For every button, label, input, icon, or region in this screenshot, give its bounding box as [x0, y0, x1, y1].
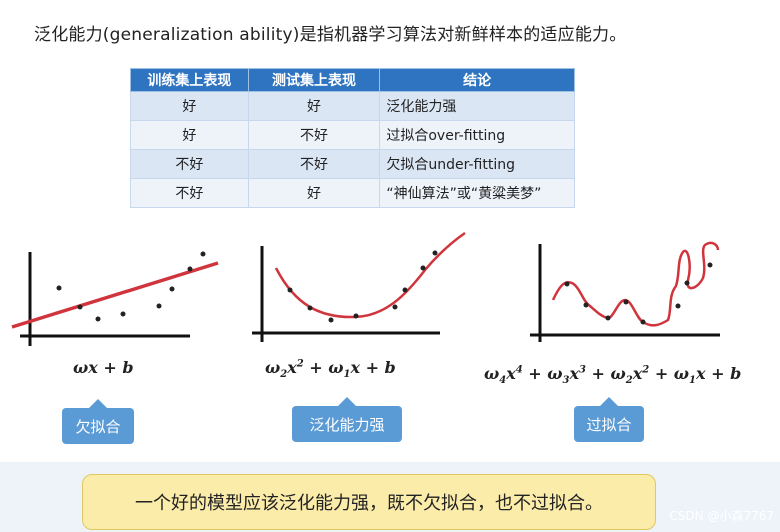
overfit-label-text: 过拟合: [586, 415, 632, 434]
sample-points: [287, 250, 438, 323]
overfit-plot: [530, 241, 720, 342]
table-cell: 好: [247, 91, 381, 121]
table-header: 测试集上表现: [247, 68, 381, 92]
underfit-label: 欠拟合: [62, 399, 134, 444]
fit-curve: [274, 231, 466, 319]
goodfit-plot: [252, 231, 466, 342]
comparison-table: 训练集上表现 测试集上表现 结论 好 好 泛化能力强 好 不好 过拟合over-…: [130, 68, 575, 208]
goodfit-label-text: 泛化能力强: [309, 415, 385, 434]
table-header-row: 训练集上表现 测试集上表现 结论: [130, 68, 575, 92]
table-cell: 好: [130, 91, 249, 121]
table-cell: 欠拟合under-fitting: [379, 149, 575, 179]
table-cell: 好: [247, 178, 381, 208]
table-cell: “神仙算法”或“黄粱美梦”: [379, 178, 575, 208]
fit-line: [11, 261, 219, 329]
table-header: 结论: [379, 68, 575, 92]
sample-points: [564, 262, 713, 325]
sample-points: [56, 251, 206, 322]
overfit-label: 过拟合: [574, 397, 644, 442]
table-row: 不好 好 “神仙算法”或“黄粱美梦”: [130, 178, 575, 208]
goodfit-label: 泛化能力强: [292, 397, 402, 442]
conclusion-box: 一个好的模型应该泛化能力强，既不欠拟合，也不过拟合。: [82, 474, 656, 530]
fit-curve: [551, 241, 720, 327]
table-cell: 过拟合over-fitting: [379, 120, 575, 150]
intro-text: 泛化能力(generalization ability)是指机器学习算法对新鲜样…: [34, 25, 627, 45]
table-cell: 不好: [247, 149, 381, 179]
table-cell: 好: [130, 120, 249, 150]
table-cell: 不好: [130, 178, 249, 208]
underfit-label-text: 欠拟合: [75, 417, 121, 436]
formula-quadratic: ω2x2 + ω1x + b: [265, 358, 396, 381]
table-cell: 泛化能力强: [379, 91, 575, 121]
table-row: 好 好 泛化能力强: [130, 91, 575, 121]
table-row: 不好 不好 欠拟合under-fitting: [130, 149, 575, 179]
table-cell: 不好: [130, 149, 249, 179]
table-header: 训练集上表现: [130, 68, 249, 92]
table-row: 好 不好 过拟合over-fitting: [130, 120, 575, 150]
formula-linear: ωx + b: [73, 358, 134, 377]
formula-quartic: ω4x4 + ω3x3 + ω2x2 + ω1x + b: [484, 364, 742, 387]
watermark: CSDN @小森7767: [669, 509, 774, 523]
table-cell: 不好: [247, 120, 381, 150]
conclusion-text: 一个好的模型应该泛化能力强，既不欠拟合，也不过拟合。: [135, 493, 603, 514]
underfit-plot: [11, 251, 219, 346]
